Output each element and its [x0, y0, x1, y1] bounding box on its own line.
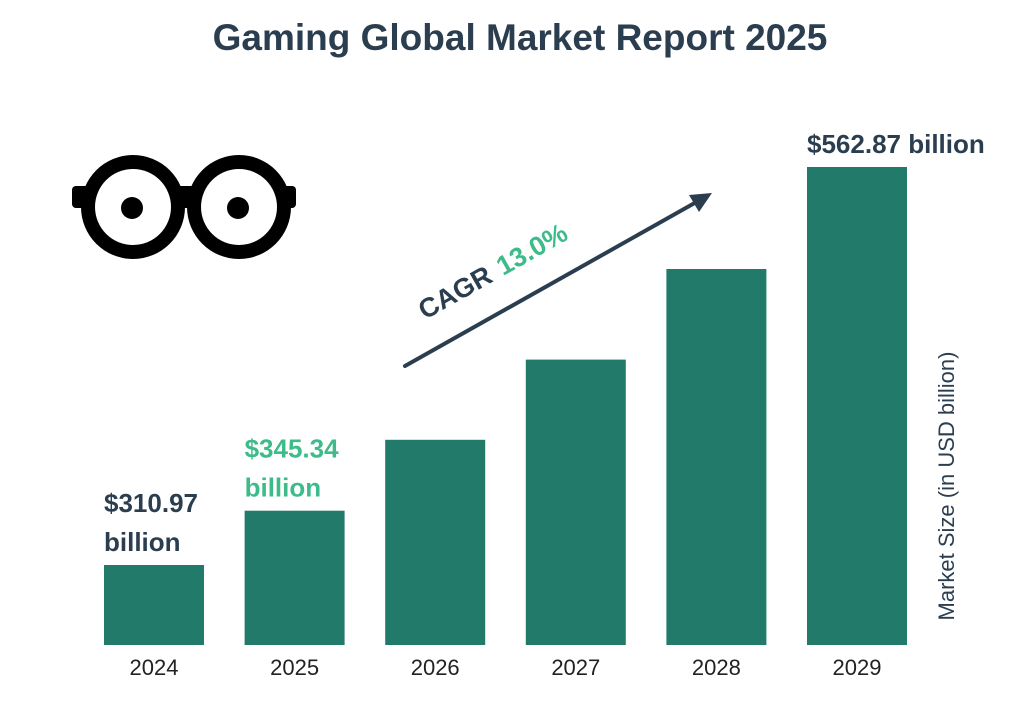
- bar-2026: [385, 439, 486, 645]
- bar-2029: [807, 167, 907, 645]
- bar-2028: [666, 269, 767, 645]
- cagr-value: 13.0%: [491, 218, 572, 282]
- cagr-arrow: [403, 198, 702, 368]
- x-axis-ticks: 2024 2025 2026 2027 2028 2029: [130, 655, 882, 680]
- bar-2027: [525, 359, 626, 645]
- data-labels: $310.97 billion $345.34 billion $562.87 bill…: [104, 129, 985, 557]
- cagr-arrowhead: [689, 193, 712, 212]
- chart-title: Gaming Global Market Report 2025: [213, 17, 828, 58]
- cagr-label: CAGR: [413, 260, 497, 325]
- cagr-annotation: CAGR13.0%: [403, 193, 712, 368]
- data-label: $562.87 billion: [807, 129, 985, 159]
- x-tick-label: 2028: [692, 655, 741, 680]
- x-tick-label: 2029: [833, 655, 882, 680]
- data-label: $345.34: [245, 434, 340, 464]
- bars-group: [104, 167, 907, 645]
- cagr-text: CAGR13.0%: [413, 218, 572, 326]
- data-label: billion: [104, 527, 181, 557]
- y-axis-label: Market Size (in USD billion): [934, 352, 959, 621]
- x-tick-label: 2026: [411, 655, 460, 680]
- bar-2025: [244, 510, 345, 645]
- x-tick-label: 2024: [130, 655, 179, 680]
- bar-2024: [104, 565, 204, 645]
- x-tick-label: 2025: [270, 655, 319, 680]
- x-tick-label: 2027: [551, 655, 600, 680]
- glasses-icon: [72, 155, 296, 259]
- data-label: billion: [245, 473, 322, 503]
- data-label: $310.97: [104, 488, 198, 518]
